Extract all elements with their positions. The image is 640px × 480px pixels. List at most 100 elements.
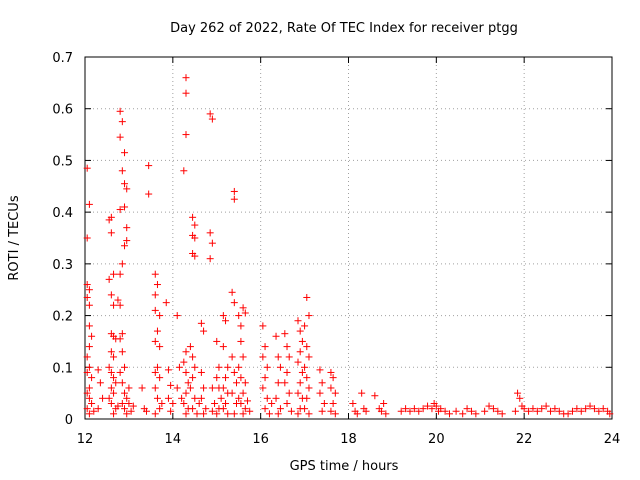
- data-point: [301, 363, 309, 371]
- data-point: [151, 410, 159, 418]
- data-point: [116, 133, 124, 141]
- data-point: [303, 293, 311, 301]
- data-point: [241, 309, 249, 317]
- data-point: [261, 374, 269, 382]
- data-points: [83, 74, 614, 418]
- data-point: [116, 270, 124, 278]
- data-point: [118, 399, 126, 407]
- data-point: [259, 384, 267, 392]
- data-point: [208, 115, 216, 123]
- data-point: [110, 301, 118, 309]
- data-point: [230, 195, 238, 203]
- data-point: [498, 410, 506, 418]
- data-point: [283, 343, 291, 351]
- data-point: [151, 337, 159, 345]
- data-point: [358, 389, 366, 397]
- data-point: [145, 162, 153, 170]
- data-point: [88, 399, 96, 407]
- data-point: [180, 167, 188, 175]
- data-point: [105, 275, 113, 283]
- data-point: [189, 213, 197, 221]
- data-point: [197, 319, 205, 327]
- data-point: [169, 399, 177, 407]
- data-point: [83, 164, 91, 172]
- data-point: [116, 301, 124, 309]
- data-point: [239, 304, 247, 312]
- data-point: [481, 407, 489, 415]
- data-point: [215, 363, 223, 371]
- data-point: [208, 407, 216, 415]
- data-point: [116, 368, 124, 376]
- data-point: [186, 384, 194, 392]
- axis-ticks: 12 14 16 18 20 22 24 0 0.1 0.2 0.3 0.4 0.5 0.6 0.7: [52, 51, 620, 447]
- data-point: [261, 343, 269, 351]
- data-point: [121, 389, 129, 397]
- data-point: [406, 407, 414, 415]
- data-point: [237, 374, 245, 382]
- data-point: [107, 399, 115, 407]
- data-point: [129, 402, 137, 410]
- data-point: [516, 394, 524, 402]
- data-point: [85, 301, 93, 309]
- y-tick-label: 0.1: [52, 361, 73, 376]
- x-axis-label: GPS time / hours: [290, 459, 399, 474]
- data-point: [316, 389, 324, 397]
- data-point: [285, 389, 293, 397]
- x-tick-label: 24: [604, 432, 621, 447]
- data-point: [182, 89, 190, 97]
- data-point: [107, 368, 115, 376]
- data-point: [452, 407, 460, 415]
- data-point: [441, 407, 449, 415]
- data-point: [305, 312, 313, 320]
- data-point: [145, 190, 153, 198]
- data-point: [208, 384, 216, 392]
- data-point: [211, 399, 219, 407]
- data-point: [259, 353, 267, 361]
- data-point: [151, 270, 159, 278]
- data-point: [237, 337, 245, 345]
- data-point: [410, 405, 418, 413]
- data-point: [228, 288, 236, 296]
- data-point: [151, 368, 159, 376]
- data-point: [110, 270, 118, 278]
- data-point: [415, 407, 423, 415]
- data-point: [377, 407, 385, 415]
- data-point: [533, 407, 541, 415]
- data-point: [305, 410, 313, 418]
- data-point: [83, 293, 91, 301]
- data-point: [573, 405, 581, 413]
- data-point: [206, 255, 214, 263]
- data-point: [285, 353, 293, 361]
- data-point: [239, 353, 247, 361]
- data-point: [224, 410, 232, 418]
- data-point: [125, 399, 133, 407]
- data-point: [85, 363, 93, 371]
- data-point: [287, 407, 295, 415]
- data-point: [118, 379, 126, 387]
- data-point: [83, 368, 91, 376]
- data-point: [281, 379, 289, 387]
- data-point: [237, 399, 245, 407]
- data-point: [525, 407, 533, 415]
- data-point: [564, 410, 572, 418]
- data-point: [520, 405, 528, 413]
- data-point: [463, 405, 471, 413]
- data-point: [182, 410, 190, 418]
- x-tick-label: 20: [428, 432, 445, 447]
- data-point: [233, 379, 241, 387]
- data-point: [191, 234, 199, 242]
- data-point: [85, 384, 93, 392]
- data-point: [83, 353, 91, 361]
- data-point: [123, 410, 131, 418]
- y-tick-label: 0.4: [52, 206, 73, 221]
- data-point: [230, 368, 238, 376]
- data-point: [432, 402, 440, 410]
- data-point: [437, 405, 445, 413]
- data-point: [296, 348, 304, 356]
- data-point: [555, 407, 563, 415]
- data-point: [116, 107, 124, 115]
- data-point: [222, 374, 230, 382]
- data-point: [283, 368, 291, 376]
- data-point: [191, 221, 199, 229]
- data-point: [294, 317, 302, 325]
